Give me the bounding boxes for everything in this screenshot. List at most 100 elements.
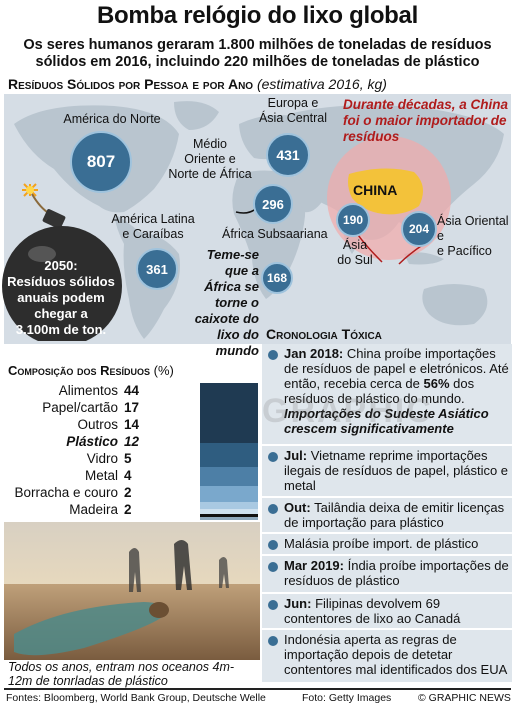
composition-label: Madeira — [69, 502, 118, 517]
timeline-text-2: dos resíduos de plástico do mundo. — [284, 376, 475, 406]
timeline-text: Indonésia aperta as regras de importação… — [284, 632, 508, 677]
composition-unit: (%) — [153, 363, 174, 378]
region-name: e Caraíbas — [122, 227, 184, 241]
timeline-item: Out: Tailândia deixa de emitir licenças … — [262, 498, 512, 532]
bubble-north-america: 807 — [70, 131, 132, 193]
composition-row: Plástico 12 — [0, 433, 152, 450]
timeline-item: Jul: Vietname reprime importações ilegai… — [262, 446, 512, 496]
composition-value: 2 — [124, 485, 132, 500]
timeline-date: Jan 2018: — [284, 346, 344, 361]
timeline-item: Mar 2019: Índia proíbe importações de re… — [262, 556, 512, 592]
composition-label: Plástico — [66, 434, 118, 449]
composition-label: Vidro — [86, 451, 118, 466]
composition-title: Composição dos Resíduos (%) — [8, 363, 174, 378]
timeline-date: Mar 2019: — [284, 558, 344, 573]
region-name: Norte de África — [168, 167, 252, 181]
footer-photo-credit: Foto: Getty Images — [302, 692, 392, 704]
timeline-item: Jun: Filipinas devolvem 69 contentores d… — [262, 594, 512, 628]
page-title: Bomba relógio do lixo global — [97, 2, 418, 29]
region-name: Ásia — [342, 238, 368, 252]
composition-label: Outros — [77, 417, 118, 432]
composition-row: Madeira 2 — [0, 501, 152, 518]
timeline-dot — [268, 600, 278, 610]
region-label-south-asia: Ásia do Sul — [326, 238, 384, 268]
region-name: e Pacífico — [437, 244, 492, 258]
timeline-text: Índia proíbe importações de resíduos de … — [284, 558, 509, 588]
bomb-text: 2050: Resíduos sólidos anuais podem cheg… — [0, 258, 122, 338]
region-label-mena: Médio Oriente e Norte de África — [168, 137, 252, 182]
bubble-east-asia-pacific: 204 — [401, 211, 437, 247]
timeline-title-text: Cronologia Tóxica — [266, 326, 382, 342]
timeline-text: China proíbe importações de resíduos de … — [284, 346, 509, 391]
timeline-italic-note: Importações do Sudeste Asiático crescem … — [284, 406, 489, 436]
region-name: Ásia Oriental e — [437, 214, 509, 243]
map-section-note: (estimativa 2016, kg) — [256, 76, 387, 92]
timeline-dot — [268, 562, 278, 572]
timeline-date: Jun: — [284, 596, 312, 611]
subtitle: Os seres humanos geraram 1.800 milhões d… — [0, 37, 515, 71]
composition-row: Borracha e couro 2 — [0, 484, 152, 501]
composition-label: Alimentos — [58, 383, 118, 398]
timeline-dot — [268, 452, 278, 462]
composition-value: 2 — [124, 502, 132, 517]
bubble-latin-america: 361 — [136, 248, 178, 290]
region-label-sub-saharan-africa: África Subsaariana — [222, 227, 340, 242]
composition-bar-segment — [200, 443, 258, 467]
composition-value: 44 — [124, 383, 140, 398]
watermark: GRAPHIC — [262, 392, 433, 430]
region-label-east-asia-pacific: Ásia Oriental e e Pacífico — [437, 214, 513, 259]
footer-sources: Fontes: Bloomberg, World Bank Group, Deu… — [6, 692, 266, 704]
composition-row: Papel/cartão 17 — [0, 399, 152, 416]
footer-credit: © GRAPHIC NEWS — [418, 692, 511, 704]
composition-row: Outros 14 — [0, 416, 152, 433]
composition-label: Papel/cartão — [42, 400, 118, 415]
subtitle-line-2: sólidos em 2016, incluindo 220 milhões d… — [35, 54, 480, 70]
composition-bar-segment — [200, 509, 258, 515]
china-label: CHINA — [353, 182, 398, 198]
timeline-text: Vietname reprime importações ilegais de … — [284, 448, 509, 493]
footer-divider — [4, 688, 511, 690]
composition-bar-segment — [200, 466, 258, 486]
map-section-title-text: Resíduos Sólidos por Pessoa e por Ano — [8, 76, 254, 92]
subtitle-line-1: Os seres humanos geraram 1.800 milhões d… — [23, 37, 492, 53]
timeline-dot — [268, 540, 278, 550]
region-label-latin-america: América Latina e Caraíbas — [108, 212, 198, 242]
composition-value: 17 — [124, 400, 140, 415]
region-name: América Latina — [111, 212, 195, 226]
region-name: África Subsaariana — [222, 227, 328, 241]
composition-row: Alimentos 44 — [0, 382, 152, 399]
bomb-icon — [2, 183, 122, 341]
timeline-title: Cronologia Tóxica — [266, 326, 382, 342]
composition-title-text: Composição dos Resíduos — [8, 363, 151, 378]
composition-value: 14 — [124, 417, 140, 432]
bomb-description: Resíduos sólidos anuais podem chegar a — [7, 274, 115, 321]
china-note: Durante décadas, a China foi o maior imp… — [343, 97, 509, 144]
map-section-title: Resíduos Sólidos por Pessoa e por Ano (e… — [8, 76, 387, 92]
composition-row: Metal 4 — [0, 467, 152, 484]
timeline-item: Malásia proíbe import. de plástico — [262, 534, 512, 554]
beach-photo-art — [4, 522, 260, 660]
timeline-text: Filipinas devolvem 69 contentores de lix… — [284, 596, 461, 626]
region-name: Médio — [192, 137, 228, 151]
timeline-dot — [268, 636, 278, 646]
region-name: do Sul — [337, 253, 373, 267]
region-name: América do Norte — [63, 112, 161, 126]
africa-note: Teme-se que a África se torne o caixote … — [194, 247, 259, 358]
photo-caption: Todos os anos, entram nos oceanos 4m-12m… — [8, 660, 235, 688]
timeline-item: Indonésia aperta as regras de importação… — [262, 630, 512, 682]
region-name: Ásia Central — [258, 111, 328, 125]
timeline-dot — [268, 350, 278, 360]
timeline-dot — [268, 504, 278, 514]
timeline-date: Out: — [284, 500, 311, 515]
bubble-sub-saharan-africa: 168 — [261, 262, 293, 294]
region-label-europe-central-asia: Europa e Ásia Central — [248, 96, 338, 126]
composition-label: Borracha e couro — [14, 485, 118, 500]
region-name: Oriente e — [184, 152, 236, 166]
bomb-year: 2050: — [44, 258, 78, 273]
timeline-item: Jan 2018: China proíbe importações de re… — [262, 344, 512, 444]
composition-bar-segment — [200, 383, 258, 444]
timeline-text: Malásia proíbe import. de plástico — [284, 536, 479, 551]
timeline-date: Jul: — [284, 448, 308, 463]
composition-value: 4 — [124, 468, 132, 483]
